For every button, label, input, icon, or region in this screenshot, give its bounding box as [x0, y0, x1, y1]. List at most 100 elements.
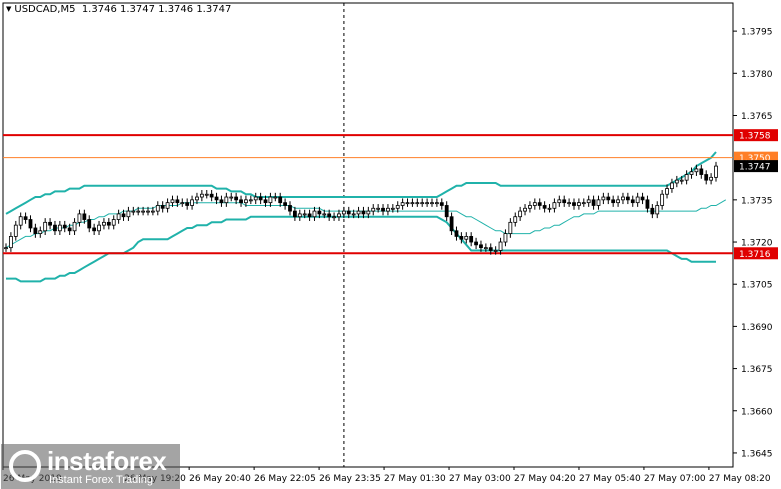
- y-tick-label: 1.3720: [741, 239, 773, 249]
- candle-body: [273, 196, 278, 199]
- candle-body: [175, 199, 180, 204]
- candle-body: [72, 221, 77, 232]
- candle-body: [557, 199, 562, 204]
- candle-body: [346, 210, 351, 215]
- candle-body: [302, 213, 307, 216]
- dropdown-triangle-icon[interactable]: ▼: [6, 5, 12, 13]
- candle-body: [572, 202, 576, 206]
- candle-body: [53, 224, 57, 232]
- resistance-level-badge: [734, 129, 778, 142]
- candle-body: [483, 247, 488, 250]
- candle-body: [126, 210, 131, 218]
- candle-body: [630, 199, 635, 204]
- candle-body: [689, 171, 694, 175]
- candle-body: [165, 202, 170, 209]
- candle-body: [528, 205, 532, 209]
- candle-body: [317, 210, 322, 215]
- candle-body: [430, 202, 434, 205]
- candle-body: [258, 196, 263, 201]
- candle-body: [48, 221, 52, 226]
- candle-body: [307, 213, 312, 218]
- candle-body: [547, 207, 552, 210]
- y-tick-label: 1.3705: [741, 281, 773, 291]
- candle-body: [13, 224, 18, 237]
- candle-body: [709, 176, 714, 181]
- candle-body: [23, 216, 28, 220]
- x-tick-label: 27 May 07:00: [644, 474, 706, 484]
- instaforex-logo: instaforex Instant Forex Trading: [1, 444, 180, 489]
- candle-body: [18, 216, 23, 226]
- candle-body: [581, 202, 586, 205]
- candle-body: [660, 193, 665, 206]
- candle-body: [263, 199, 268, 204]
- candle-body: [655, 205, 660, 215]
- candle-body: [268, 196, 273, 204]
- candle-body: [136, 210, 141, 213]
- candle-body: [150, 210, 155, 213]
- candle-body: [479, 244, 483, 249]
- candle-body: [670, 182, 674, 189]
- candle-body: [513, 216, 518, 223]
- candle-body: [371, 207, 376, 212]
- candle-body: [82, 213, 87, 220]
- symbol-label: USDCAD,M5: [14, 4, 76, 15]
- candle-body: [665, 188, 669, 195]
- candle-body: [87, 219, 92, 229]
- bollinger-middle-band: [5, 199, 727, 249]
- candle-body: [322, 213, 327, 216]
- candle-body: [611, 199, 616, 204]
- candle-body: [640, 196, 645, 201]
- candle-body: [43, 221, 48, 232]
- candle-body: [248, 199, 253, 202]
- logo-name: instaforex: [47, 446, 167, 476]
- resistance-level-label: 1.3758: [739, 132, 771, 142]
- candle-body: [356, 210, 361, 215]
- candle-body: [209, 193, 214, 198]
- symbol-header: ▼ USDCAD,M5 1.3746 1.3747 1.3746 1.3747: [6, 4, 231, 15]
- candle-body: [444, 205, 449, 218]
- candle-body: [106, 221, 111, 226]
- candle-body: [57, 224, 62, 232]
- candle-body: [278, 196, 283, 204]
- candle-body: [155, 205, 160, 212]
- candle-body: [28, 219, 33, 229]
- candle-body: [33, 227, 38, 234]
- candle-body: [361, 210, 366, 215]
- candle-body: [204, 193, 209, 196]
- candle-body: [699, 168, 704, 175]
- candle-body: [552, 202, 557, 209]
- candle-body: [366, 210, 371, 215]
- candle-body: [327, 213, 332, 218]
- candle-body: [8, 236, 13, 249]
- y-tick-label: 1.3735: [741, 196, 773, 206]
- y-tick-label: 1.3690: [741, 323, 773, 333]
- x-tick-label: 26 May 20:40: [189, 474, 251, 484]
- logo-circle-icon: [9, 450, 41, 482]
- candle-body: [684, 174, 689, 181]
- candle-body: [625, 196, 630, 201]
- candle-body: [244, 199, 248, 204]
- x-tick-label: 27 May 08:20: [709, 474, 771, 484]
- candle-body: [283, 202, 288, 206]
- candle-body: [332, 216, 336, 219]
- candle-body: [616, 199, 620, 204]
- plot-area: [2, 2, 734, 468]
- x-tick-label: 27 May 03:00: [449, 474, 511, 484]
- candle-body: [694, 168, 699, 173]
- candle-body: [219, 199, 224, 204]
- candle-body: [214, 196, 219, 201]
- candle-body: [606, 196, 611, 201]
- candle-body: [337, 213, 341, 218]
- candle-body: [170, 199, 175, 204]
- candle-body: [562, 199, 567, 204]
- candle-body: [77, 213, 82, 223]
- candle-body: [714, 165, 718, 178]
- candle-body: [390, 207, 395, 210]
- candle-body: [400, 202, 405, 206]
- x-tick-label: 27 May 05:40: [579, 474, 641, 484]
- candle-body: [586, 199, 591, 204]
- y-tick-label: 1.3795: [741, 28, 773, 38]
- support-level-label: 1.3716: [739, 250, 771, 260]
